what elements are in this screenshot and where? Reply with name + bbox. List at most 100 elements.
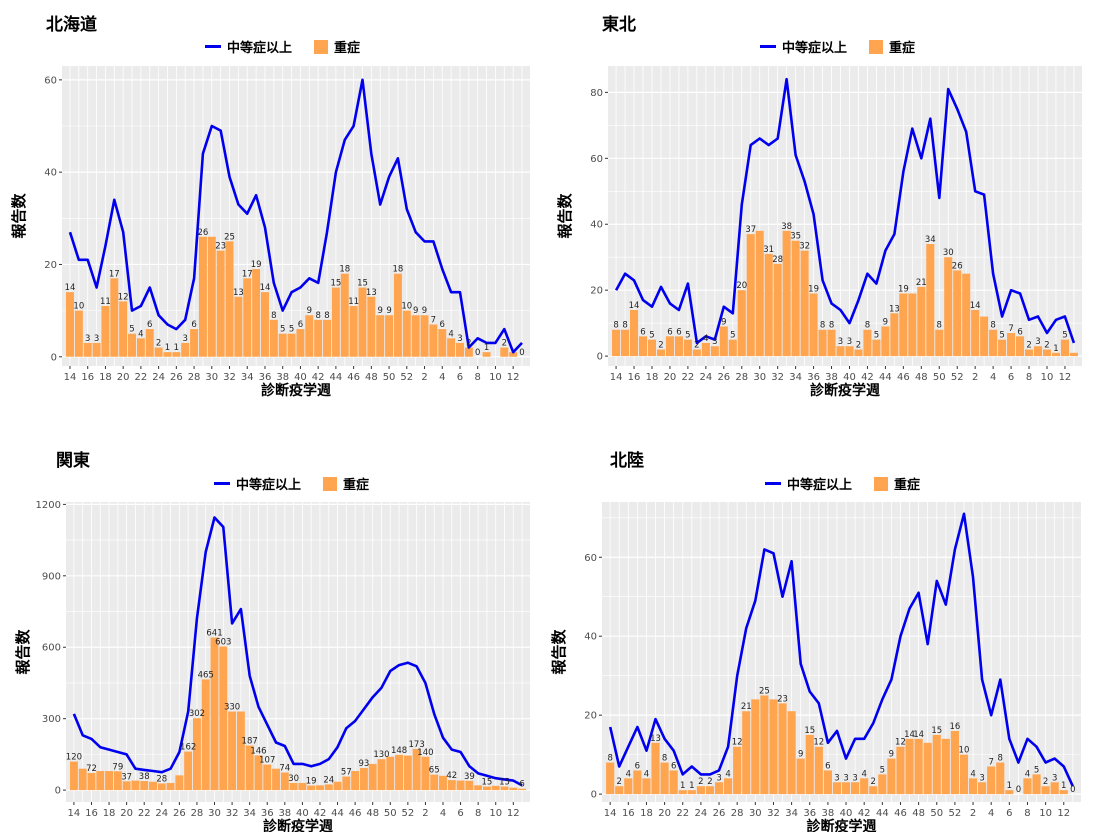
x-tick-label: 40 xyxy=(296,808,309,819)
chart-legend: 中等症以上 重症 xyxy=(765,474,934,493)
bar-label: 9 xyxy=(883,317,888,327)
chart-panel-tohoku: 東北 中等症以上 重症 8 8 14 6 5 2 6 6 5 2 4 3 9 5 20 37 31 28 38 35 3… xyxy=(546,0,1092,416)
bar-label: 9 xyxy=(413,306,418,316)
bar xyxy=(996,762,1005,795)
bar xyxy=(252,269,261,357)
bar xyxy=(349,306,358,357)
bar xyxy=(633,770,642,795)
y-tick-label: 0 xyxy=(51,352,57,363)
bar-label: 9 xyxy=(386,306,391,316)
y-tick-label: 0 xyxy=(597,352,603,363)
bar xyxy=(439,775,447,791)
bar-label: 9 xyxy=(377,306,382,316)
bar-label: 6 xyxy=(147,320,152,330)
bar xyxy=(959,754,969,795)
bar-label: 6 xyxy=(191,320,196,330)
x-tick-label: 6 xyxy=(457,372,463,383)
bar-label: 3 xyxy=(94,334,99,344)
bar xyxy=(198,236,207,357)
legend-item-bar: 重症 xyxy=(323,474,369,493)
legend-bar-label: 重症 xyxy=(889,41,916,56)
bar xyxy=(225,241,234,357)
bar xyxy=(482,352,491,357)
bar xyxy=(638,336,648,357)
bar-label: 6 xyxy=(671,761,676,771)
x-tick-label: 22 xyxy=(676,808,689,819)
x-tick-label: 22 xyxy=(138,808,151,819)
bar-label: 13 xyxy=(650,734,661,744)
bar xyxy=(823,770,832,795)
bar-label: 0 xyxy=(519,348,524,358)
bar xyxy=(474,785,483,791)
y-axis-label: 報告数 xyxy=(556,193,574,239)
bar xyxy=(96,771,105,791)
bar-label: 6 xyxy=(667,327,672,337)
x-tick-label: 40 xyxy=(294,372,307,383)
bar xyxy=(105,771,114,791)
bar xyxy=(987,766,996,795)
bar xyxy=(881,326,890,357)
x-tick-label: 38 xyxy=(278,808,291,819)
y-tick-label: 300 xyxy=(42,714,61,725)
bar-label: 3 xyxy=(843,773,848,783)
bar xyxy=(307,785,316,791)
bar-label: 25 xyxy=(224,232,235,242)
bar-label: 13 xyxy=(889,304,900,314)
bar-label: 107 xyxy=(259,756,275,766)
bar xyxy=(358,287,367,357)
legend-line-label: 中等症以上 xyxy=(236,478,302,493)
bar xyxy=(323,319,332,357)
bar-label: 11 xyxy=(348,297,359,307)
chart-legend: 中等症以上 重症 xyxy=(760,37,929,56)
x-tick-label: 40 xyxy=(843,372,856,383)
bar xyxy=(298,782,307,791)
bar xyxy=(1051,352,1061,357)
bar-label: 15 xyxy=(482,778,493,788)
bar-label: 162 xyxy=(180,743,196,753)
bar-label: 8 xyxy=(865,321,870,331)
bar xyxy=(642,778,651,795)
bar xyxy=(87,772,96,791)
x-tick-label: 42 xyxy=(312,372,325,383)
bar xyxy=(74,310,83,357)
x-tick-label: 20 xyxy=(664,372,677,383)
bar xyxy=(845,346,854,357)
bar xyxy=(696,786,705,795)
bar-label: 17 xyxy=(109,269,120,279)
bar-label: 2 xyxy=(698,777,703,787)
bar-label: 5 xyxy=(874,331,879,341)
bar-label: 3 xyxy=(457,334,462,344)
bar xyxy=(914,738,923,795)
bar-label: 5 xyxy=(129,325,134,335)
x-tick-label: 42 xyxy=(314,808,327,819)
bar-label: 19 xyxy=(306,777,317,787)
bar xyxy=(465,780,474,791)
chart-panel-kanto: 関東 中等症以上 重症 120 72 79 37 38 28 162 302 465 641 603… xyxy=(0,416,546,832)
bar-label: 32 xyxy=(799,242,810,252)
bar xyxy=(149,781,157,791)
bar-label: 1 xyxy=(680,781,685,791)
bar xyxy=(500,786,509,791)
bar-label: 7 xyxy=(431,315,436,325)
bar xyxy=(377,759,386,791)
bar-label: 8 xyxy=(613,321,618,331)
bar xyxy=(236,711,245,791)
bar-label: 8 xyxy=(607,754,612,764)
bar-label: 3 xyxy=(979,773,984,783)
bar xyxy=(136,338,145,357)
y-tick-label: 60 xyxy=(584,553,597,564)
legend-item-bar: 重症 xyxy=(314,37,360,56)
bar-label: 2 xyxy=(617,777,622,787)
x-tick-label: 16 xyxy=(85,808,98,819)
legend-line-swatch xyxy=(765,482,781,485)
x-tick-label: 36 xyxy=(803,808,816,819)
x-tick-label: 48 xyxy=(365,372,378,383)
bar xyxy=(245,745,254,791)
bar-label: 3 xyxy=(834,773,839,783)
bar-label: 5 xyxy=(999,331,1004,341)
bar xyxy=(737,290,746,357)
x-tick-label: 28 xyxy=(731,808,744,819)
bar xyxy=(971,309,980,357)
bar xyxy=(101,306,110,357)
bar xyxy=(166,782,175,791)
